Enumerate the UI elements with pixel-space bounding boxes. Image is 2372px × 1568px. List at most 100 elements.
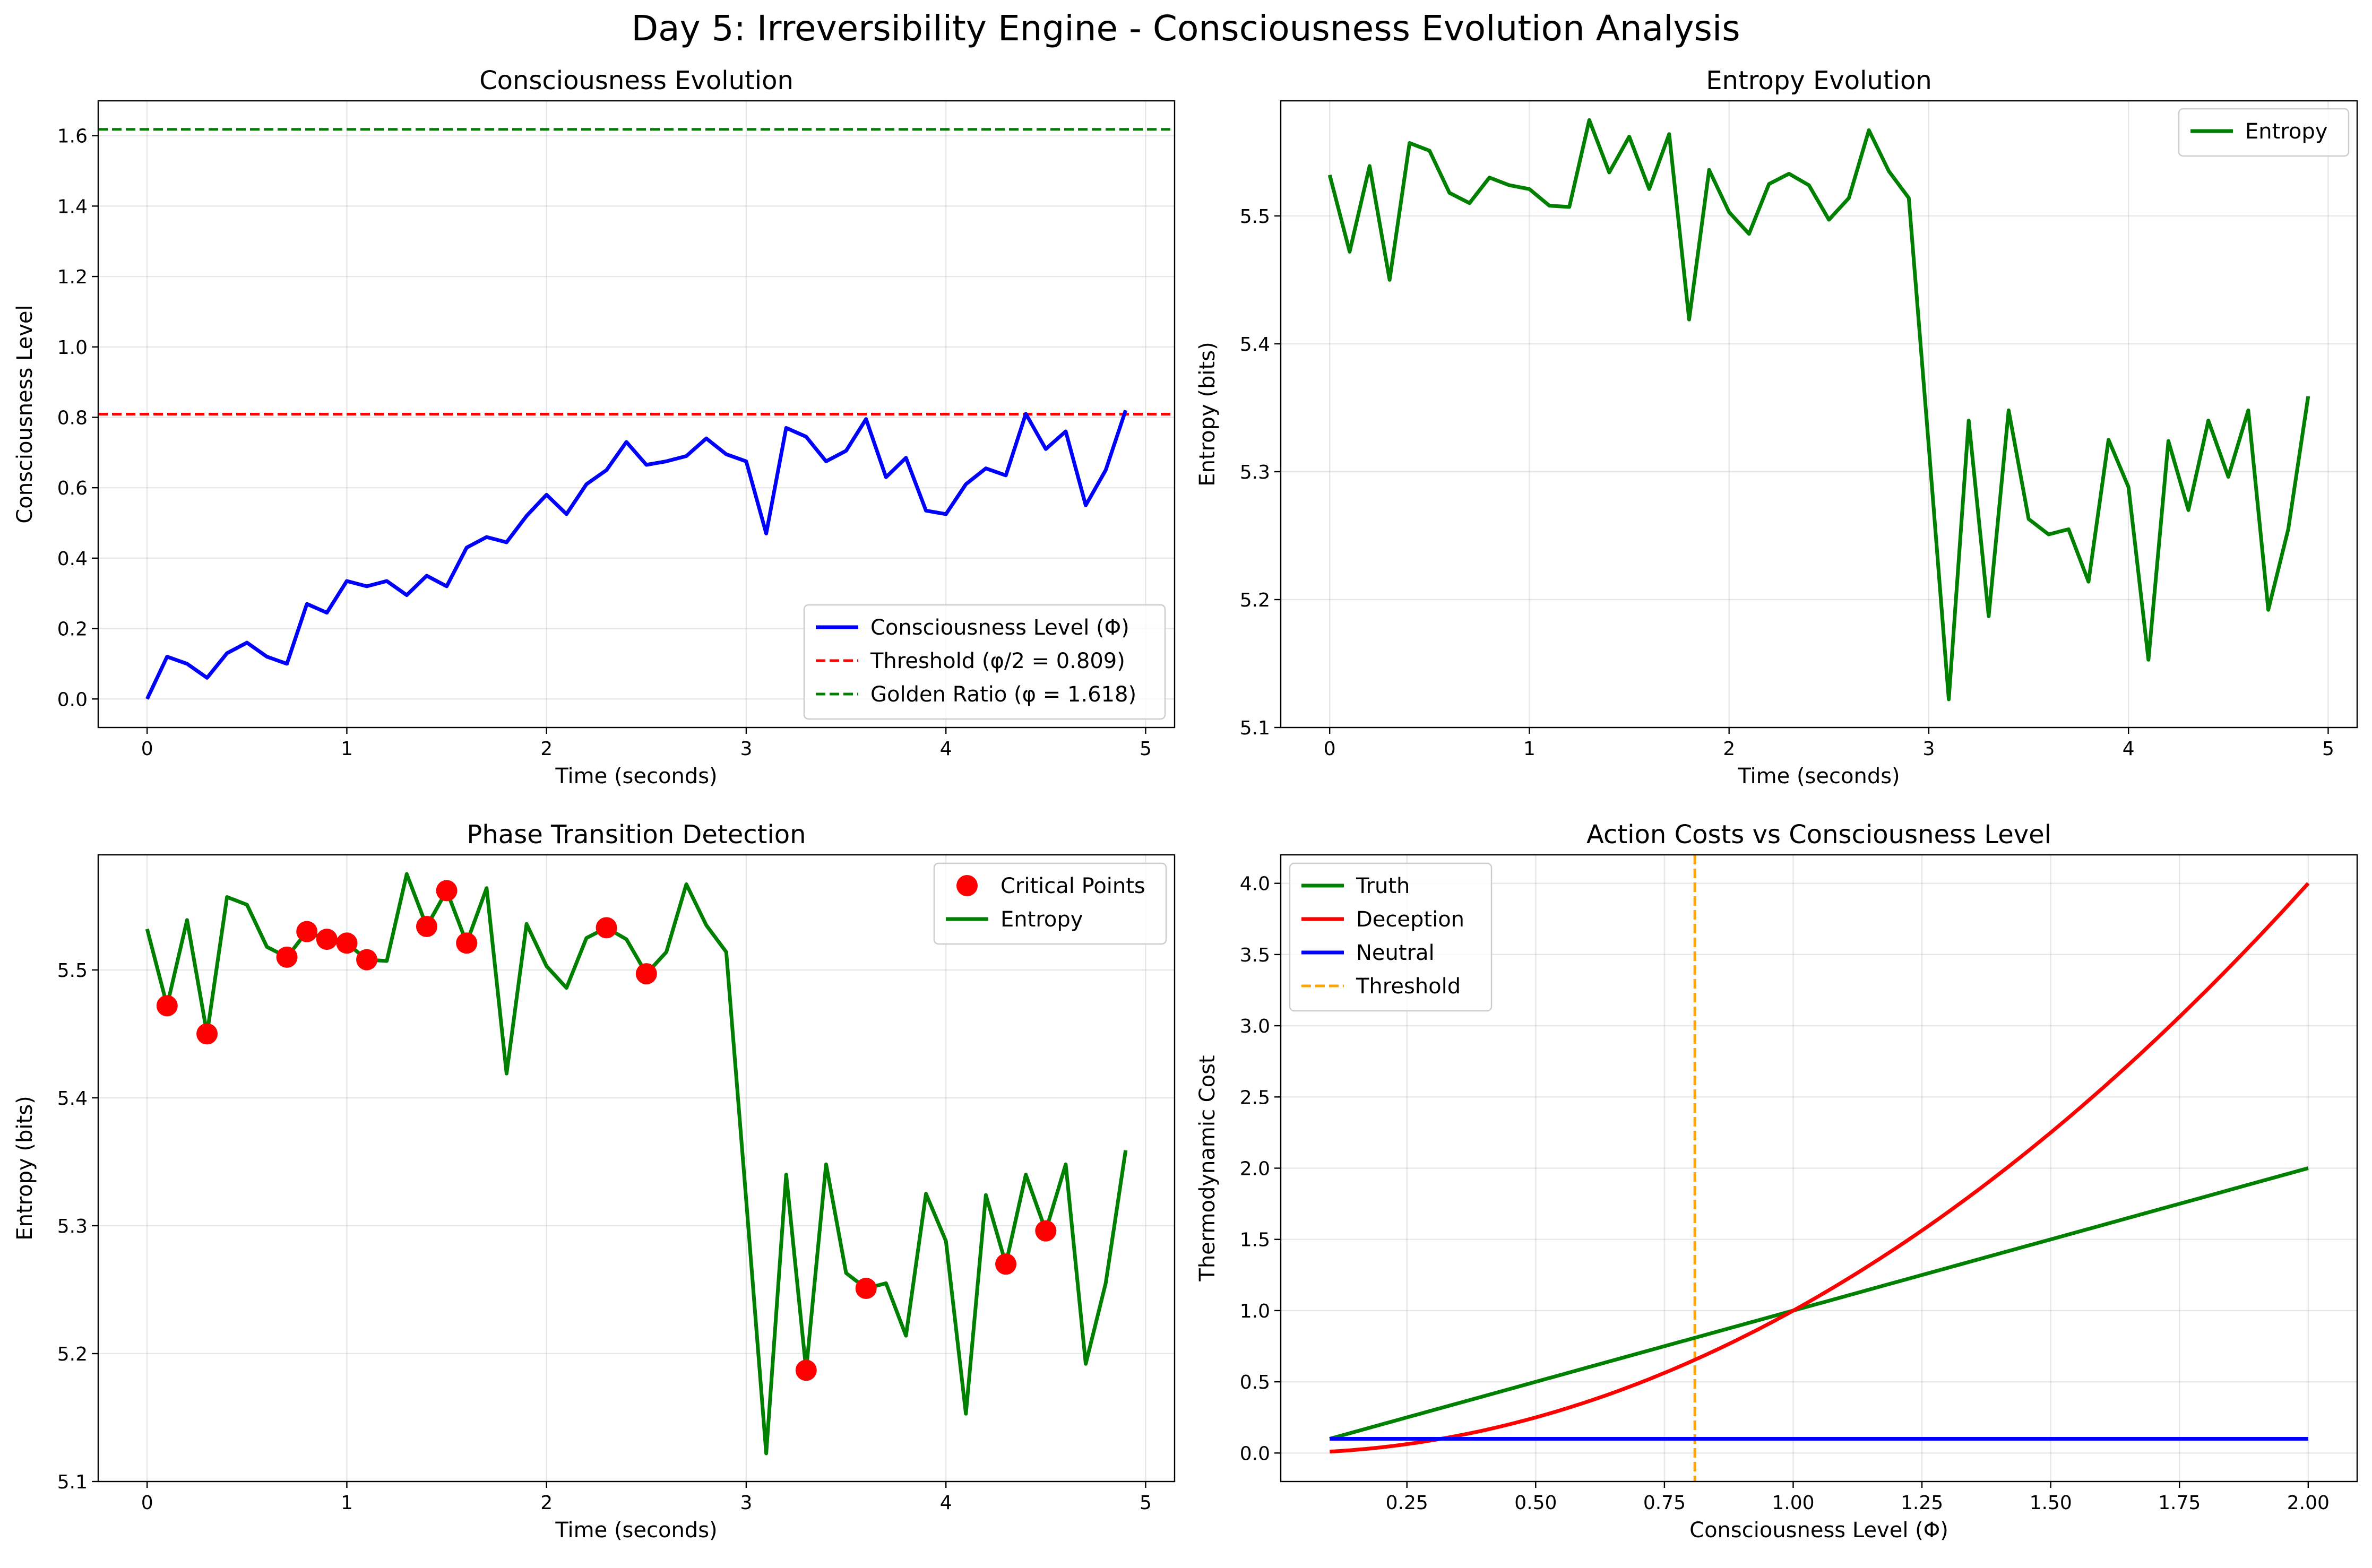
y-tick-label: 1.5 (1240, 1229, 1270, 1251)
x-axis-label: Consciousness Level (Φ) (1689, 1518, 1948, 1543)
y-tick-label: 1.0 (57, 337, 88, 359)
subplot-4: 0.25 0.50 0.75 1.00 1.25 1.50 1.75 2.00 0.0 0.5 1.… (1195, 820, 2358, 1543)
y-tick-label: 5.5 (1240, 206, 1270, 228)
critical-point (156, 995, 178, 1017)
x-tick-label: 2 (1723, 738, 1735, 760)
x-tick-label: 1.25 (1901, 1492, 1943, 1514)
y-tick-label: 4.0 (1240, 873, 1270, 895)
critical-point (436, 880, 458, 902)
y-tick-label: 5.1 (57, 1471, 88, 1493)
x-tick-label: 2 (540, 738, 553, 760)
x-tick-label: 1 (1523, 738, 1536, 760)
legend-box (2178, 108, 2350, 157)
legend-label: Entropy (1000, 907, 1083, 932)
x-tick-label: 5 (2322, 738, 2334, 760)
subplot-2: 0 1 2 3 4 5 5.1 5.2 5.3 5.4 5.5 Entropy Evolution Ti… (1195, 66, 2358, 789)
y-axis-label: Entropy (bits) (1195, 342, 1220, 486)
critical-point (596, 917, 617, 939)
x-tick-label: 0 (1324, 738, 1336, 760)
critical-point (196, 1023, 218, 1045)
plot-area (1329, 855, 2310, 1482)
legend-label: Truth (1356, 874, 1410, 898)
x-tick-label: 3 (740, 738, 752, 760)
plot-area (1327, 118, 2310, 701)
x-tick-label: 3 (1922, 738, 1935, 760)
grid (98, 101, 1175, 727)
axes-frame (97, 854, 1176, 1483)
figure-title: Day 5: Irreversibility Engine - Consciou… (631, 8, 1740, 49)
series-line (1327, 118, 2310, 701)
y-tick-label: 1.2 (57, 266, 88, 288)
y-tick-label: 5.2 (57, 1344, 88, 1365)
series-line (1330, 882, 2310, 1454)
legend: Consciousness Level (Φ) Threshold (φ/2 = … (803, 604, 1166, 720)
legend-label: Deception (1356, 907, 1464, 932)
x-tick-label: 4 (2123, 738, 2135, 760)
subplot-title: Entropy Evolution (1706, 66, 1932, 96)
y-tick-label: 3.0 (1240, 1016, 1270, 1037)
x-tick-label: 1.75 (2158, 1492, 2201, 1514)
x-axis-label: Time (seconds) (555, 1518, 717, 1543)
critical-point (635, 963, 657, 985)
critical-point (296, 921, 318, 942)
y-tick-label: 0.2 (57, 619, 88, 640)
x-tick-label: 5 (1140, 1492, 1152, 1514)
x-tick-label: 1.00 (1772, 1492, 1814, 1514)
critical-point (1035, 1220, 1057, 1242)
critical-point (416, 915, 437, 937)
x-tick-label: 1.50 (2030, 1492, 2072, 1514)
critical-point (795, 1359, 817, 1381)
x-axis-label: Time (seconds) (555, 764, 717, 789)
y-tick-label: 2.0 (1240, 1158, 1270, 1180)
series-line (1329, 1166, 2309, 1441)
legend-label: Threshold (φ/2 = 0.809) (870, 649, 1125, 673)
y-tick-label: 0.0 (57, 689, 88, 711)
y-tick-label: 2.5 (1240, 1087, 1270, 1108)
x-tick-label: 0.75 (1643, 1492, 1686, 1514)
legend-label: Neutral (1356, 941, 1435, 965)
y-tick-label: 1.6 (57, 126, 88, 148)
x-tick-label: 2 (540, 1492, 553, 1514)
y-tick-label: 0.5 (1240, 1372, 1270, 1393)
axes-frame (97, 100, 1176, 729)
y-tick-label: 5.3 (57, 1216, 88, 1237)
y-tick-label: 5.5 (57, 960, 88, 982)
critical-point (276, 946, 298, 968)
legend-box (1289, 862, 1493, 1012)
grid (98, 855, 1175, 1483)
legend-label: Golden Ratio (φ = 1.618) (870, 682, 1136, 707)
subplot-title: Consciousness Evolution (479, 66, 793, 96)
y-tick-label: 1.4 (57, 196, 88, 218)
y-tick-label: 3.5 (1240, 945, 1270, 966)
y-tick-label: 0.4 (57, 548, 88, 570)
legend: Entropy (2178, 108, 2350, 157)
x-tick-label: 4 (940, 738, 952, 760)
x-tick-label: 5 (1140, 738, 1152, 760)
subplot-title: Action Costs vs Consciousness Level (1586, 820, 2051, 850)
critical-point (356, 949, 378, 971)
critical-point (855, 1278, 877, 1300)
series-line (145, 410, 1128, 700)
axes-frame (1280, 854, 2358, 1483)
legend-box (803, 604, 1166, 720)
legend-label: Entropy (2245, 119, 2327, 144)
axes-frame (1280, 100, 2358, 729)
x-tick-label: 2.00 (2287, 1492, 2330, 1514)
x-tick-label: 4 (940, 1492, 952, 1514)
plot-area (145, 872, 1128, 1456)
legend: Critical Points Entropy (933, 862, 1167, 945)
y-tick-label: 5.1 (1240, 717, 1270, 739)
y-tick-label: 1.0 (1240, 1301, 1270, 1322)
x-tick-label: 0.50 (1514, 1492, 1557, 1514)
y-axis-label: Entropy (bits) (13, 1096, 37, 1240)
y-tick-label: 0.0 (1240, 1443, 1270, 1465)
y-axis-label: Consciousness Level (13, 305, 37, 523)
x-tick-label: 0 (141, 738, 153, 760)
critical-point (316, 929, 338, 950)
legend-label: Threshold (1356, 974, 1461, 999)
y-tick-label: 5.4 (57, 1088, 88, 1110)
subplot-1: 0 1 2 3 4 5 0.0 0.2 0.4 0.6 0.8 1.0 1.2 1.4 1.6 Conscio… (13, 66, 1176, 789)
plot-area (98, 128, 1175, 700)
